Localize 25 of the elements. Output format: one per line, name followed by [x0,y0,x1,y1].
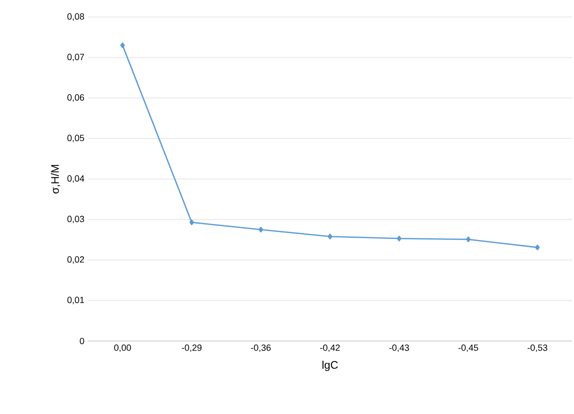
x-tick-label: -0,43 [389,344,409,352]
x-tick-label: -0,29 [182,344,202,352]
y-tick-label: 0,07 [67,54,84,62]
x-tick-label: -0,42 [320,344,340,352]
x-tick-label: -0,36 [251,344,271,352]
x-tick-label: -0,53 [528,344,548,352]
point [396,236,402,242]
x-axis-title: lgC [322,360,338,371]
y-tick-label: 0,01 [67,296,84,304]
y-tick-label: 0 [80,338,84,344]
x-tick-label: -0,45 [458,344,478,352]
point [120,42,125,48]
y-axis-title: σ,Н/М [50,164,60,194]
point [535,244,540,250]
point [258,226,264,232]
y-tick-label: 0,04 [67,175,84,183]
point [189,219,194,226]
y-tick-label: 0,03 [67,216,84,224]
x-tick-label: 0,00 [114,344,131,352]
y-tick-label: 0,08 [67,13,84,21]
y-tick-label: 0,06 [67,94,84,102]
point [466,236,471,242]
y-tick-label: 0,02 [67,256,84,264]
point [328,234,332,240]
y-tick-label: 0,05 [67,134,84,142]
